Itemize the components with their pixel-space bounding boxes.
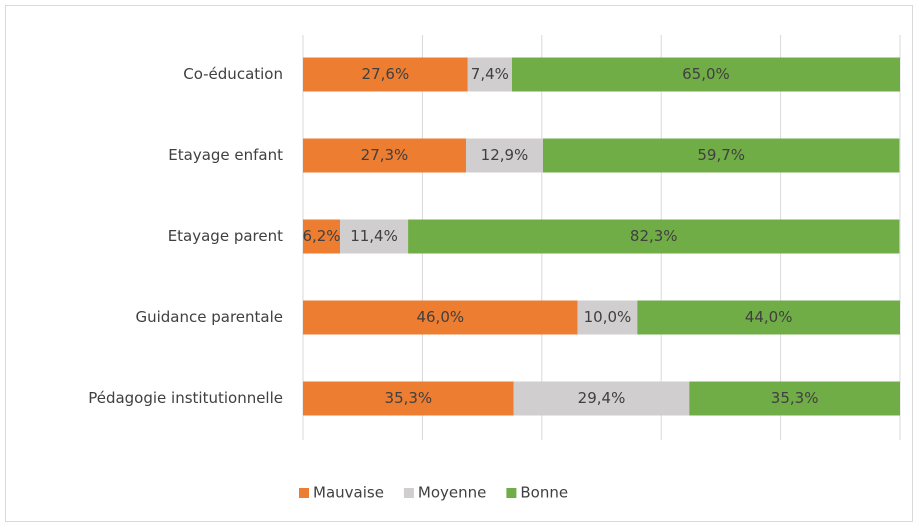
data-label: 6,2%: [302, 227, 340, 245]
bar-segment: [303, 219, 341, 254]
data-label: 59,7%: [697, 146, 745, 164]
bar-segment: [577, 300, 638, 335]
data-label: 35,3%: [385, 389, 433, 407]
data-label: 11,4%: [350, 227, 398, 245]
data-label: 65,0%: [682, 65, 730, 83]
legend-label: Moyenne: [418, 484, 486, 502]
bar-segment: [303, 138, 466, 173]
bar-segment: [303, 57, 468, 92]
y-tick-label: Guidance parentale: [135, 308, 283, 326]
bar-segment: [511, 57, 900, 92]
data-label: 29,4%: [578, 389, 626, 407]
data-label: 35,3%: [771, 389, 819, 407]
data-label: 10,0%: [584, 308, 632, 326]
bar-segment: [303, 381, 514, 416]
legend-swatch: [403, 488, 414, 498]
bar-segment: [467, 57, 512, 92]
bar-segment: [465, 138, 543, 173]
bar-segment: [340, 219, 409, 254]
bar-segment: [303, 300, 578, 335]
legend-swatch: [506, 488, 517, 498]
legend-label: Mauvaise: [313, 484, 384, 502]
legend-swatch: [299, 488, 309, 498]
bar-segment: [542, 138, 900, 173]
bar-segment: [408, 219, 900, 254]
y-tick-label: Pédagogie institutionnelle: [88, 389, 283, 407]
bar-segment: [689, 381, 900, 416]
data-label: 44,0%: [745, 308, 793, 326]
y-tick-label: Etayage enfant: [168, 146, 283, 164]
data-label: 46,0%: [416, 308, 464, 326]
data-label: 27,6%: [362, 65, 410, 83]
data-label: 7,4%: [471, 65, 509, 83]
legend-label: Bonne: [520, 484, 568, 502]
data-label: 12,9%: [481, 146, 529, 164]
data-label: 82,3%: [630, 227, 678, 245]
y-tick-label: Etayage parent: [168, 227, 283, 245]
bar-segment: [513, 381, 690, 416]
data-label: 27,3%: [361, 146, 409, 164]
y-tick-label: Co-éducation: [183, 65, 283, 83]
bar-segment: [637, 300, 900, 335]
